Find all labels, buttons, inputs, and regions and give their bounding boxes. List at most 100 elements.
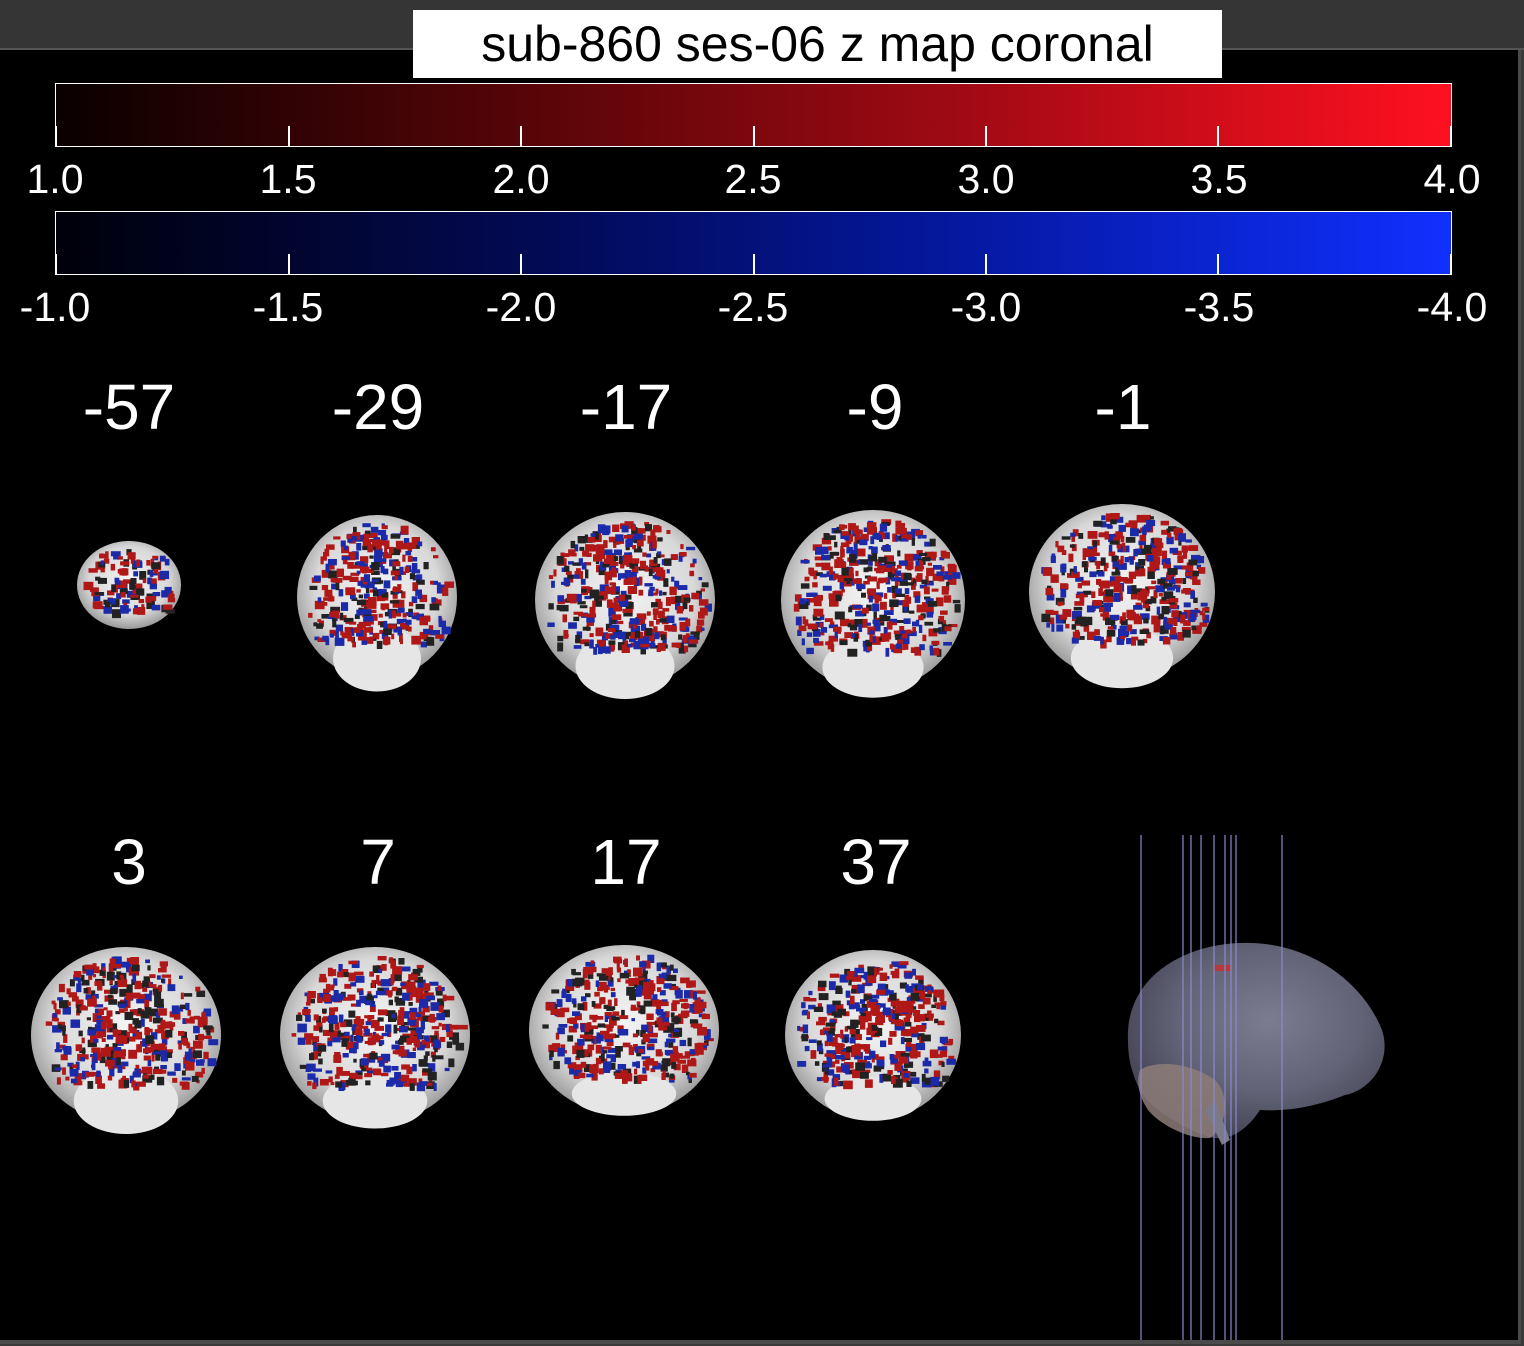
activation-voxel [586,1073,595,1078]
activation-voxel [891,1075,896,1084]
activation-voxel [388,999,393,1006]
activation-voxel [390,534,401,539]
activation-voxel [434,1055,444,1060]
activation-voxel [681,1055,691,1059]
activation-voxel [327,565,335,570]
activation-voxel [701,627,705,631]
activation-voxel [1113,595,1121,602]
activation-voxel [408,626,412,632]
activation-voxel [598,642,605,647]
activation-voxel [426,995,435,1001]
activation-voxel [106,1034,114,1040]
activation-voxel [597,1059,603,1063]
activation-voxel [94,592,104,596]
activation-voxel [198,1021,208,1028]
activation-voxel [608,967,613,976]
activation-voxel [321,614,332,619]
activation-voxel [317,997,323,1003]
activation-voxel [371,562,380,571]
activation-voxel [306,1063,316,1072]
activation-voxel [934,1002,944,1006]
activation-voxel [582,550,589,557]
activation-voxel [658,1022,665,1031]
activation-voxel [134,605,138,609]
activation-voxel [145,596,152,603]
activation-voxel [340,1071,350,1076]
activation-voxel [1119,592,1123,600]
activation-voxel [400,1023,405,1027]
activation-voxel [347,1041,357,1048]
activation-voxel [376,640,383,649]
activation-voxel [330,985,335,991]
activation-voxel [405,619,412,625]
activation-voxel [360,1058,369,1066]
activation-voxel [1083,590,1092,595]
activation-voxel [358,1025,366,1029]
activation-voxel [692,558,697,564]
activation-voxel [664,625,674,631]
activation-voxel [1199,622,1208,627]
activation-voxel [873,1012,879,1017]
activation-voxel [126,1036,136,1042]
activation-voxel [823,1071,828,1079]
activation-voxel [698,577,703,581]
activation-voxel [659,990,666,996]
activation-voxel [665,1023,675,1031]
activation-voxel [875,970,880,975]
activation-voxel [1130,522,1135,530]
activation-voxel [75,1044,83,1052]
activation-voxel [91,990,96,1000]
activation-voxel [402,992,412,1001]
activation-voxel [356,561,365,566]
colorbar-tick [1217,126,1220,146]
activation-voxel [371,544,376,551]
activation-voxel [1160,625,1169,634]
activation-voxel [556,1008,565,1018]
activation-voxel [940,610,948,615]
activation-voxel [590,533,596,537]
activation-voxel [99,1055,106,1064]
activation-voxel [356,1072,363,1076]
activation-voxel [906,985,914,993]
activation-voxel [830,1054,837,1060]
activation-voxel [674,1016,679,1025]
activation-voxel [701,1013,710,1020]
activation-voxel [153,568,158,574]
activation-voxel [907,631,917,637]
activation-voxel [1107,626,1113,630]
activation-voxel [328,1076,333,1083]
activation-voxel [1126,609,1135,613]
slice-viewer-canvas[interactable]: 1.0 1.5 2.0 2.5 3.0 3.5 4.0 -1.0 -1.5 -2… [0,50,1521,1344]
activation-voxel [151,601,155,607]
activation-voxel [876,1014,881,1020]
activation-voxel [106,971,115,981]
activation-voxel [422,1040,430,1049]
activation-voxel [689,1072,697,1078]
activation-voxel [942,1075,950,1082]
activation-voxel [882,545,891,551]
activation-voxel [689,1049,696,1055]
activation-voxel [362,523,371,528]
activation-voxel [801,1034,809,1042]
activation-voxel [859,1007,867,1014]
activation-voxel [359,995,367,1004]
activation-voxel [441,1009,450,1018]
activation-voxel [633,576,637,586]
activation-voxel [904,972,913,979]
activation-voxel [610,634,616,640]
activation-voxel [644,978,651,985]
activation-voxel [322,1008,327,1013]
activation-voxel [442,587,449,596]
activation-voxel [105,1059,115,1067]
activation-voxel [584,562,592,566]
activation-voxel [1180,614,1186,624]
activation-voxel [325,983,331,993]
activation-voxel [696,625,703,633]
activation-voxel [875,570,885,574]
activation-voxel [414,976,423,983]
activation-voxel [1177,555,1184,563]
activation-voxel [684,645,689,653]
activation-voxel [191,1076,199,1082]
activation-voxel [589,1064,599,1073]
activation-voxel [307,991,316,999]
